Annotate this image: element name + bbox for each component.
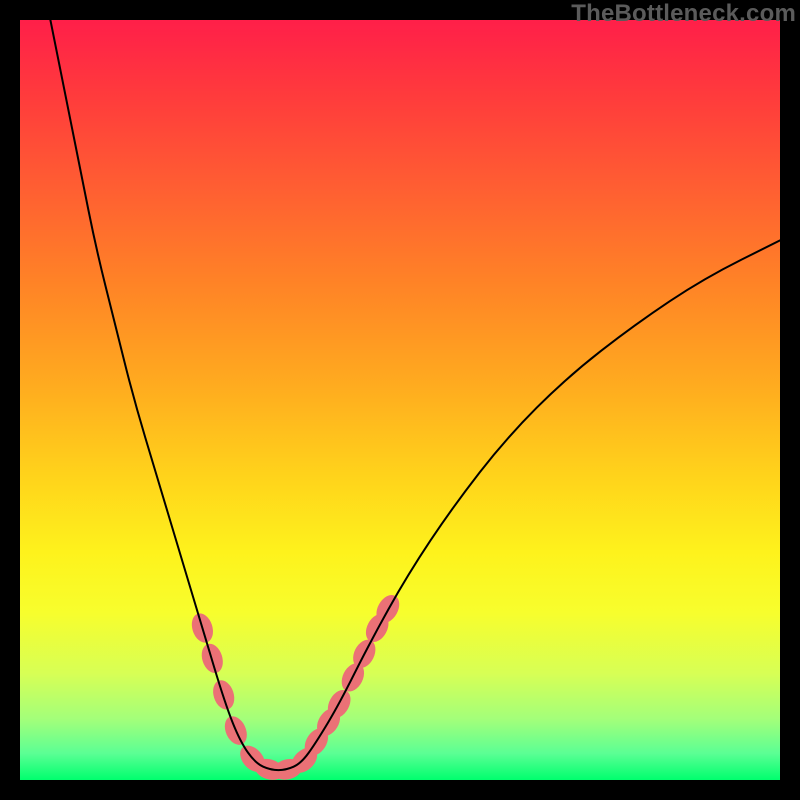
chart-svg: [20, 20, 780, 780]
outer-frame: TheBottleneck.com: [0, 0, 800, 800]
watermark-text: TheBottleneck.com: [571, 0, 796, 28]
plot-area: [20, 20, 780, 780]
